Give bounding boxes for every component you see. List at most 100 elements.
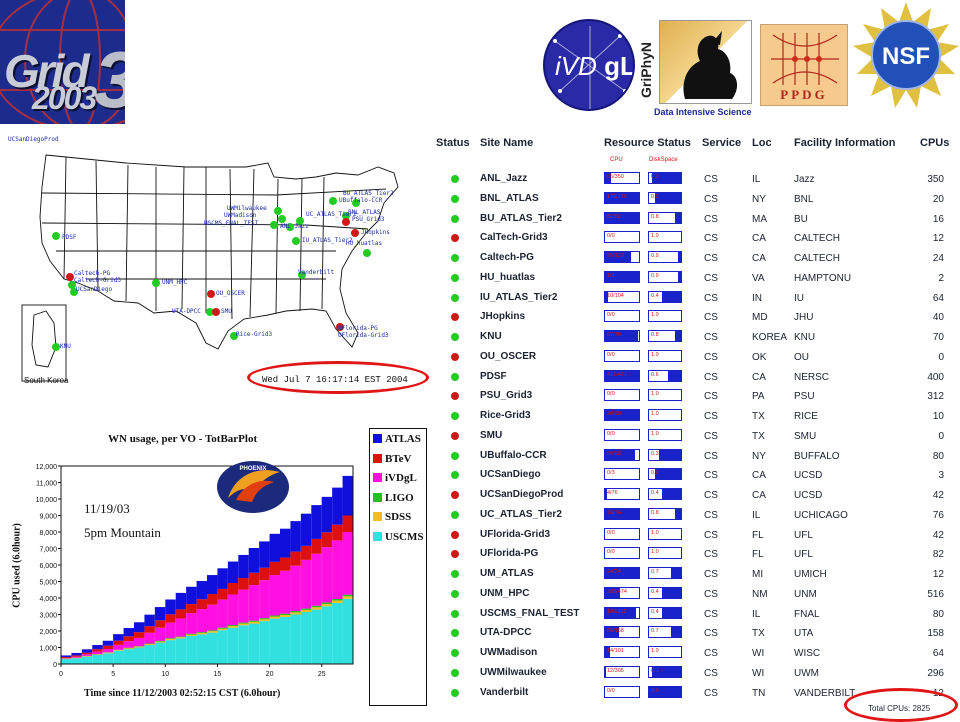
bar-segment-ivdgl: [82, 654, 92, 656]
disk-usage-text: 0.4: [651, 589, 659, 595]
bar-segment-sdss: [259, 619, 269, 621]
map-dot-psu[interactable]: [342, 218, 350, 226]
col-header-resource[interactable]: Resource Status: [604, 137, 691, 149]
bar-segment-atlas: [311, 505, 321, 539]
site-name[interactable]: ANL_Jazz: [480, 173, 527, 184]
site-name[interactable]: UCSanDiegoProd: [480, 489, 563, 500]
loc-cell: FL: [752, 530, 764, 541]
site-name[interactable]: Caltech-PG: [480, 252, 534, 263]
site-name[interactable]: Rice-Grid3: [480, 410, 531, 421]
site-name[interactable]: UWMilwaukee: [480, 667, 547, 678]
site-name[interactable]: Vanderbilt: [480, 687, 528, 698]
map-dot-uwmilwaukee[interactable]: [274, 207, 282, 215]
col-header-status[interactable]: Status: [436, 137, 470, 149]
bar-segment-ivdgl: [259, 580, 269, 618]
griphyn-tagline: Data Intensive Science: [654, 107, 752, 117]
col-header-site[interactable]: Site Name: [480, 137, 533, 149]
col-header-loc[interactable]: Loc: [752, 137, 772, 149]
cpus-cell: 2: [920, 273, 944, 284]
site-name[interactable]: IU_ATLAS_Tier2: [480, 292, 557, 303]
cpu-usage-bar: 65/350: [604, 172, 640, 184]
bar-segment-ivdgl: [144, 633, 154, 644]
site-name[interactable]: UBuffalo-CCR: [480, 450, 547, 461]
cpu-usage-bar: 60/68: [604, 449, 640, 461]
site-name[interactable]: PSU_Grid3: [480, 390, 532, 401]
site-name[interactable]: UWMadison: [480, 647, 537, 658]
bar-segment-uscms: [176, 638, 186, 664]
bar-segment-uscms: [82, 657, 92, 664]
site-name[interactable]: UNM_HPC: [480, 588, 529, 599]
bar-segment-ivdgl: [343, 532, 353, 595]
site-name[interactable]: BU_ATLAS_Tier2: [480, 213, 562, 224]
col-header-cpus[interactable]: CPUs: [920, 137, 949, 149]
site-name[interactable]: BNL_ATLAS: [480, 193, 539, 204]
phoenix-badge-text: PHOENIX: [239, 466, 266, 472]
site-name[interactable]: UCSanDiego: [480, 469, 541, 480]
site-name[interactable]: PDSF: [480, 371, 507, 382]
map-dot-ou-oscer[interactable]: [207, 290, 215, 298]
site-name[interactable]: KNU: [480, 331, 502, 342]
map-dot-bu-atlas[interactable]: [329, 197, 337, 205]
col-header-facility[interactable]: Facility Information: [794, 137, 895, 149]
disk-usage-text: 0.0: [651, 688, 659, 694]
site-name[interactable]: UFlorida-Grid3: [480, 529, 550, 540]
col-header-service[interactable]: Service: [702, 137, 741, 149]
cpu-usage-text: 0/0: [607, 352, 615, 358]
map-dot-knu[interactable]: [52, 343, 60, 351]
map-dot-iu-atlas[interactable]: [292, 237, 300, 245]
map-dot-caltech-grid3[interactable]: [66, 273, 74, 281]
site-name[interactable]: SMU: [480, 430, 502, 441]
site-name[interactable]: UC_ATLAS_Tier2: [480, 509, 562, 520]
bar-segment-ivdgl: [92, 652, 102, 654]
site-name[interactable]: UM_ATLAS: [480, 568, 534, 579]
x-tick-label: 15: [214, 671, 222, 678]
map-dot-unm-hpc[interactable]: [152, 279, 160, 287]
map-dot-smu[interactable]: [212, 308, 220, 316]
map-dot-jhopkins[interactable]: [351, 229, 359, 237]
map-dot-hu-huatlas[interactable]: [363, 249, 371, 257]
map-dot-uwmadison[interactable]: [278, 215, 286, 223]
map-dot-uscms-fnal[interactable]: [270, 221, 278, 229]
bar-segment-ivdgl: [332, 540, 342, 599]
site-name[interactable]: HU_huatlas: [480, 272, 535, 283]
map-dot-pdsf[interactable]: [52, 232, 60, 240]
disk-usage-text: 0.1: [651, 174, 659, 180]
site-name[interactable]: CalTech-Grid3: [480, 232, 548, 243]
bar-segment-ivdgl: [217, 600, 227, 628]
site-name[interactable]: UFlorida-PG: [480, 548, 538, 559]
site-name[interactable]: USCMS_FNAL_TEST: [480, 608, 579, 619]
bar-segment-atlas: [332, 488, 342, 525]
site-name[interactable]: UTA-DPCC: [480, 627, 531, 638]
site-name[interactable]: JHopkins: [480, 311, 525, 322]
site-name[interactable]: OU_OSCER: [480, 351, 536, 362]
cpu-usage-bar: 0/0: [604, 310, 640, 322]
us-site-map: UCSanDiegoProd South Korea: [6, 133, 430, 393]
service-cell: CS: [704, 352, 718, 363]
